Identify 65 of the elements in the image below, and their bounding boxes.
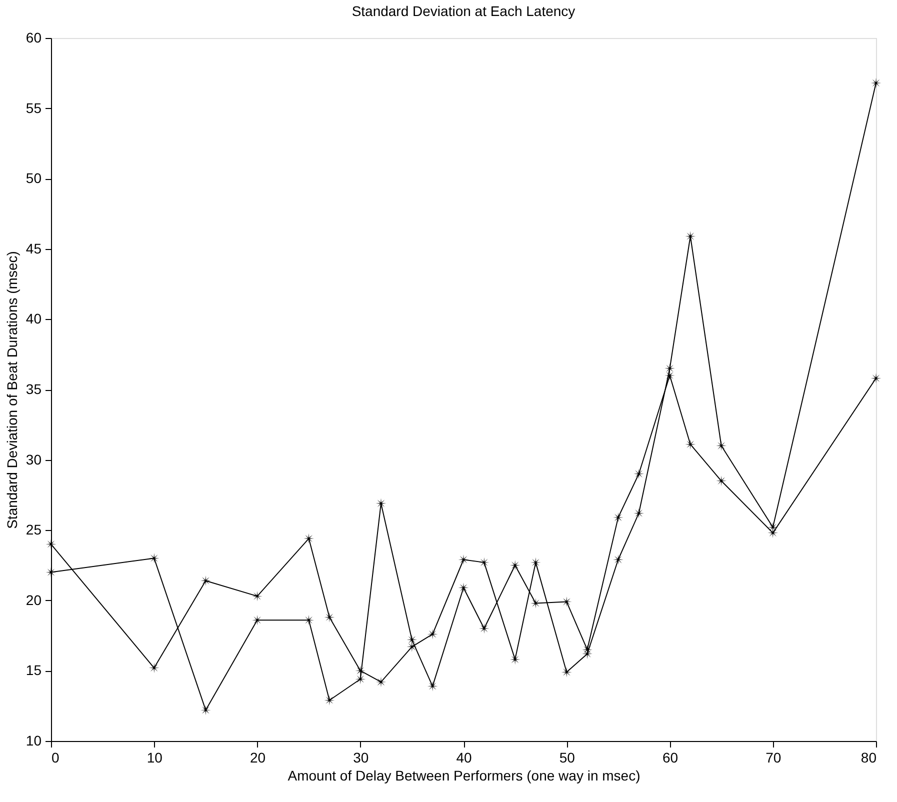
point — [200, 704, 211, 716]
x-tick-label: 50 — [559, 750, 576, 766]
point — [510, 654, 520, 665]
point — [458, 554, 469, 565]
x-tick-label: 80 — [860, 750, 877, 766]
point — [768, 528, 778, 538]
point — [870, 373, 882, 384]
point — [252, 590, 262, 602]
y-tick-label: 10 — [26, 732, 42, 748]
point — [324, 694, 335, 706]
x-tick-label: 40 — [456, 750, 472, 766]
point — [304, 533, 314, 544]
point — [561, 666, 572, 678]
point — [716, 476, 727, 486]
x-tick-label: 10 — [146, 750, 163, 766]
point — [664, 370, 675, 381]
y-tick-label: 60 — [26, 30, 42, 46]
y-axis-title: Standard Deviation of Beat Durations (msec) — [4, 251, 20, 529]
point — [685, 231, 696, 242]
x-tick-label: 70 — [766, 750, 782, 766]
point — [582, 644, 592, 655]
point — [355, 674, 366, 684]
point — [530, 598, 541, 608]
point — [634, 508, 644, 518]
x-tick-label: 20 — [250, 750, 266, 766]
y-tick-label: 20 — [26, 592, 42, 608]
point — [612, 512, 624, 523]
x-tick-label: 30 — [353, 750, 369, 766]
y-tick-label: 40 — [26, 310, 42, 327]
point — [612, 554, 624, 565]
point — [376, 498, 386, 509]
x-tick-label: 60 — [662, 750, 678, 766]
point — [634, 468, 644, 480]
point — [478, 623, 490, 634]
point — [458, 582, 469, 593]
point — [46, 567, 56, 578]
y-tick-label: 30 — [26, 451, 42, 468]
chart-title: Standard Deviation at Each Latency — [352, 3, 576, 19]
y-tick-label: 55 — [26, 100, 42, 116]
point — [252, 614, 262, 626]
point — [716, 440, 727, 451]
point — [304, 614, 314, 626]
point — [355, 665, 366, 676]
point — [427, 628, 438, 640]
point — [530, 557, 541, 568]
y-tick-label: 35 — [26, 381, 42, 397]
point — [46, 538, 56, 550]
point — [376, 676, 386, 688]
y-tick-label: 50 — [26, 170, 42, 186]
x-tick-label: 0 — [52, 750, 60, 766]
point — [685, 439, 696, 450]
point — [427, 680, 438, 692]
y-tick-label: 15 — [26, 662, 42, 678]
point — [406, 634, 418, 646]
point — [148, 552, 160, 564]
point — [200, 575, 211, 586]
y-tick-label: 45 — [26, 240, 42, 256]
point — [324, 612, 335, 623]
x-axis-title: Amount of Delay Between Performers (one way in msec) — [288, 768, 640, 784]
point — [148, 662, 160, 674]
y-tick-label: 25 — [26, 522, 42, 538]
point — [406, 642, 418, 652]
point — [478, 557, 490, 568]
point — [870, 78, 882, 88]
point — [510, 560, 520, 570]
